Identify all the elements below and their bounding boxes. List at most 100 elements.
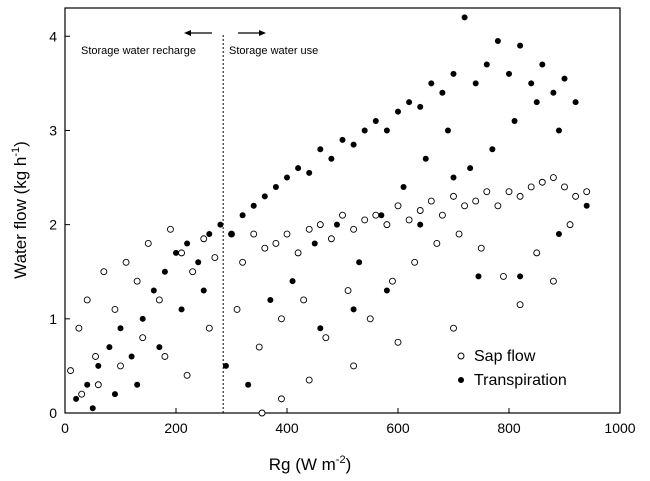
legend: Sap flow Transpiration	[457, 348, 567, 389]
transpiration-point	[311, 240, 318, 247]
sap-flow-point	[549, 174, 557, 181]
x-tick-label: 400	[275, 420, 299, 436]
sap-flow-point	[500, 272, 507, 280]
sap-flow-point	[92, 353, 99, 360]
transpiration-point	[467, 165, 474, 172]
transpiration-point	[228, 231, 235, 238]
series-layer	[67, 14, 591, 417]
transpiration-point	[372, 118, 379, 125]
transpiration-point	[239, 212, 246, 219]
transpiration-point	[150, 287, 157, 294]
transpiration-point	[539, 61, 546, 68]
sap-flow-point	[405, 216, 413, 224]
transpiration-point	[217, 221, 224, 228]
right-arrow-icon	[238, 30, 266, 36]
annotation-use: Storage water use	[229, 45, 318, 57]
sap-flow-point	[339, 211, 346, 219]
transpiration-point	[395, 108, 401, 115]
sap-flow-point	[144, 240, 152, 247]
sap-flow-point	[272, 240, 280, 247]
sap-flow-point	[566, 221, 574, 229]
transpiration-point	[306, 169, 313, 176]
series-sap-flow	[67, 174, 591, 417]
transpiration-point	[422, 155, 429, 162]
transpiration-point	[361, 127, 368, 134]
transpiration-point	[128, 353, 135, 360]
transpiration-point	[195, 259, 202, 266]
filled-circle-marker-icon	[458, 377, 464, 383]
transpiration-point	[134, 381, 141, 388]
sap-flow-point	[83, 296, 91, 304]
transpiration-point	[339, 136, 346, 143]
transpiration-point	[161, 268, 168, 275]
transpiration-point	[444, 127, 451, 134]
transpiration-point	[475, 273, 482, 280]
transpiration-point	[450, 174, 457, 181]
y-tick-label: 0	[49, 405, 57, 421]
sap-flow-point	[205, 324, 213, 332]
transpiration-point	[483, 61, 490, 68]
transpiration-point	[173, 249, 179, 256]
sap-flow-point	[583, 188, 591, 196]
sap-flow-point	[155, 296, 163, 304]
sap-flow-point	[549, 277, 557, 285]
transpiration-point	[350, 306, 357, 313]
sap-flow-point	[233, 305, 241, 313]
transpiration-point	[450, 70, 457, 77]
transpiration-point	[417, 103, 424, 110]
sap-flow-point	[117, 362, 124, 370]
transpiration-point	[317, 146, 324, 153]
transpiration-point	[528, 80, 535, 87]
transpiration-point	[245, 381, 252, 388]
x-tick-label: 0	[61, 420, 69, 436]
transpiration-point	[383, 287, 390, 294]
sap-flow-point	[258, 409, 266, 417]
transpiration-point	[533, 99, 540, 106]
sap-flow-point	[316, 221, 324, 229]
transpiration-point	[517, 273, 524, 280]
transpiration-point	[261, 193, 268, 200]
sap-flow-point	[111, 305, 119, 313]
open-circle-marker-icon	[457, 352, 465, 360]
sap-flow-point	[300, 296, 308, 304]
legend-item-sap-flow: Sap flow	[457, 348, 536, 365]
transpiration-point	[295, 165, 302, 172]
sap-flow-point	[516, 192, 524, 200]
transpiration-point	[284, 174, 290, 181]
sap-flow-point	[505, 188, 513, 196]
sap-flow-point	[239, 258, 247, 266]
x-tick-label: 200	[164, 420, 188, 436]
sap-flow-point	[411, 258, 419, 266]
sap-flow-point	[344, 287, 352, 295]
sap-flow-point	[483, 188, 491, 196]
y-tick-label: 1	[49, 311, 57, 327]
sap-flow-point	[133, 277, 141, 285]
transpiration-point	[272, 183, 279, 190]
sap-flow-point	[166, 225, 174, 233]
transpiration-point	[406, 99, 413, 106]
legend-label-sap-flow: Sap flow	[474, 348, 536, 365]
sap-flow-point	[327, 235, 335, 243]
x-tick-label: 1000	[604, 420, 635, 436]
sap-flow-point	[372, 211, 380, 219]
y-tick-label: 2	[49, 217, 57, 233]
sap-flow-point	[261, 244, 269, 252]
sap-flow-point	[189, 268, 197, 276]
sap-flow-point	[394, 202, 402, 210]
transpiration-point	[356, 259, 363, 266]
transpiration-point	[73, 395, 80, 402]
transpiration-point	[572, 99, 579, 106]
sap-flow-point	[438, 211, 446, 219]
transpiration-point	[439, 89, 446, 96]
transpiration-point	[517, 42, 524, 49]
transpiration-point	[461, 14, 468, 21]
sap-flow-point	[533, 249, 541, 257]
sap-flow-point	[178, 249, 186, 257]
transpiration-point	[184, 240, 191, 247]
sap-flow-point	[450, 324, 457, 332]
plot-frame	[64, 7, 621, 414]
transpiration-point	[139, 315, 146, 322]
transpiration-point	[472, 80, 479, 87]
sap-flow-point	[416, 207, 424, 214]
